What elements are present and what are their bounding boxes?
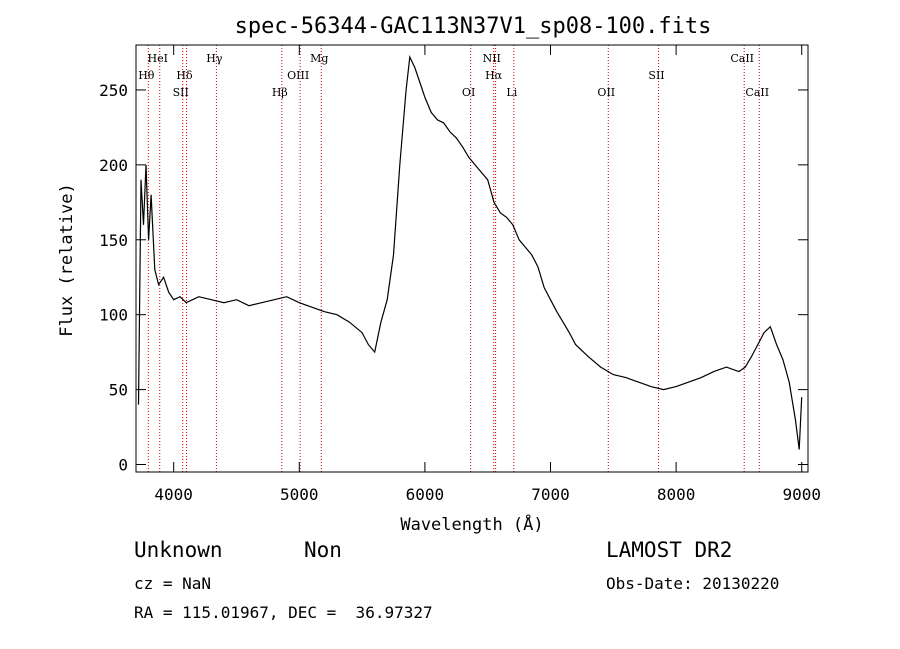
line-label-6: OIII: [287, 69, 309, 82]
series-layer: [137, 54, 803, 450]
spectrum-series-0: [137, 54, 803, 450]
plot-frame: [135, 44, 809, 473]
x-tick-label-0: 4000: [154, 485, 193, 504]
x-axis-label: Wavelength (Å): [400, 513, 543, 535]
line-label-1: HeI: [148, 52, 168, 65]
line-label-12: OII: [597, 86, 615, 99]
x-tick-label-4: 8000: [657, 485, 696, 504]
line-label-15: CaII: [745, 86, 769, 99]
line-label-10: Hα: [485, 69, 503, 82]
y-tick-label-4: 200: [99, 156, 128, 175]
x-tick-label-1: 5000: [280, 485, 319, 504]
line-label-5: Hβ: [272, 86, 288, 99]
line-label-3: Hδ: [176, 69, 193, 82]
line-label-13: SII: [648, 69, 664, 82]
line-label-0: Hθ: [138, 69, 155, 82]
y-axis-label: Flux (relative): [57, 183, 77, 337]
ra-dec-coordinates: RA = 115.01967, DEC = 36.97327: [134, 603, 433, 622]
y-tick-label-3: 150: [99, 231, 128, 250]
survey-name: LAMOST DR2: [606, 538, 733, 562]
object-class: Unknown: [134, 538, 223, 562]
chart-title: spec-56344-GAC113N37V1_sp08-100.fits: [235, 14, 712, 39]
line-label-11: Li: [506, 86, 517, 99]
line-label-2: SII: [173, 86, 189, 99]
line-label-8: OI: [462, 86, 475, 99]
object-subclass: Non: [304, 538, 342, 562]
observation-date: Obs-Date: 20130220: [606, 574, 780, 593]
y-tick-label-2: 100: [99, 306, 128, 325]
line-label-7: Mg: [310, 52, 328, 65]
axis-ticks: 4000 5000 6000 7000 8000 9000 0 50 100 150 200 250: [99, 45, 821, 504]
line-label-14: CaII: [730, 52, 754, 65]
y-tick-label-5: 250: [99, 81, 128, 100]
x-tick-label-3: 7000: [531, 485, 570, 504]
line-label-9: NII: [483, 52, 501, 65]
y-tick-label-1: 50: [109, 381, 128, 400]
redshift-cz: cz = NaN: [134, 574, 212, 593]
x-tick-label-2: 6000: [406, 485, 445, 504]
line-label-4: Hγ: [206, 52, 223, 65]
x-tick-label-5: 9000: [782, 485, 821, 504]
y-tick-label-0: 0: [118, 456, 128, 475]
